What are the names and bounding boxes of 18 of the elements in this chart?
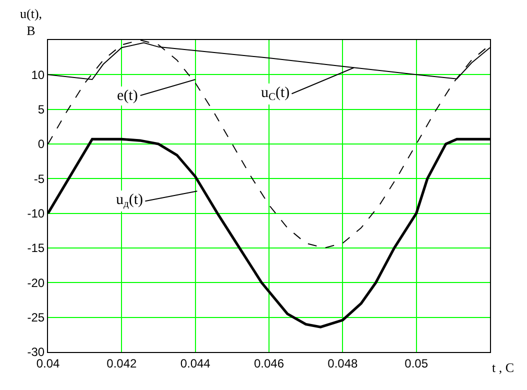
x-tick-label: 0.042 [106,356,138,370]
y-tick-label: 10 [31,68,45,82]
x-tick-label: 0.044 [180,356,211,370]
y-tick-label: 5 [38,102,45,117]
annotation: u$_{д}$(t) [116,192,144,210]
x-axis-title: t , С [492,360,514,375]
x-tick-label: 0.046 [254,356,284,370]
y-tick-label: -15 [27,241,45,256]
y-tick-label: 0 [38,137,45,152]
y-tick-label: -5 [34,172,45,186]
annotation: e(t) [117,88,138,104]
x-tick-label: 0.048 [328,356,358,370]
x-tick-label: 0.05 [404,356,428,370]
y-tick-label: -10 [27,206,45,221]
y-tick-label: -25 [27,310,45,325]
y-tick-label: -20 [27,276,45,290]
annotation: u$_{C}$(t) [261,85,290,104]
y-axis-title: u(t), В [20,6,42,38]
